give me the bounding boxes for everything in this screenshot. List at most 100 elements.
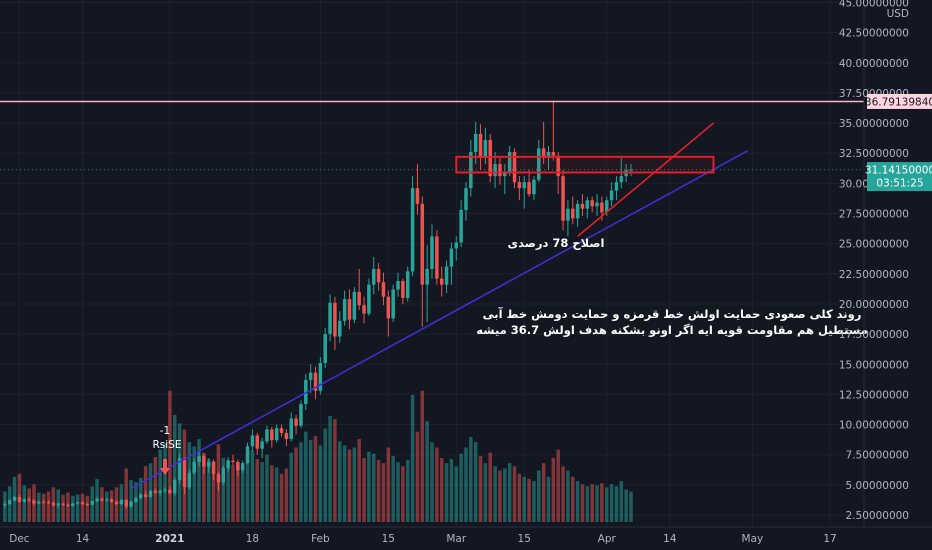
candle-body: [415, 188, 420, 204]
time-axis[interactable]: Dec 14 2021 18 Feb 15 Mar 15 Apr 14 May 17: [9, 533, 836, 545]
volume-bar: [541, 463, 546, 522]
volume-bar: [260, 462, 264, 522]
candle-body: [32, 500, 36, 504]
volume-bar: [308, 440, 313, 522]
candle-body: [590, 200, 594, 207]
volume-bar: [381, 463, 386, 522]
candle-body: [221, 467, 226, 483]
volume-bar: [80, 493, 85, 522]
candle-body: [12, 496, 17, 501]
volume-bar: [537, 470, 541, 522]
candle-body: [372, 268, 376, 285]
candle-body: [532, 179, 536, 195]
candle-body: [289, 418, 293, 440]
volume-bar: [532, 481, 536, 522]
volume-bar: [449, 459, 454, 522]
volume-bar: [391, 455, 395, 522]
time-tick-label: 15: [518, 533, 531, 545]
candle-body: [61, 503, 65, 505]
candle-body: [95, 498, 99, 502]
volume-bar: [46, 491, 51, 522]
volume-bar: [493, 466, 497, 522]
candle-body: [512, 151, 517, 183]
time-tick-label: Apr: [598, 533, 617, 545]
volume-bar: [221, 457, 226, 522]
candle-body: [381, 282, 386, 297]
volume-bar: [328, 415, 332, 522]
indicator-value: -1: [160, 425, 170, 437]
volume-bar: [566, 470, 570, 522]
candle-body: [168, 489, 172, 494]
candle-body: [148, 490, 153, 497]
candle-body: [202, 455, 206, 467]
volume-bar: [299, 442, 303, 522]
candle-body: [114, 501, 119, 505]
last-price-badge-bg: [867, 162, 932, 192]
volume-bar: [571, 476, 575, 522]
volume-bar: [517, 473, 522, 522]
candle-body: [449, 248, 454, 267]
candle-body: [172, 480, 177, 494]
candle-body: [619, 176, 624, 183]
volume-bar: [197, 439, 201, 522]
time-tick-label: Feb: [311, 533, 330, 545]
candle-body: [129, 501, 133, 507]
candle-body: [163, 489, 167, 491]
candle-body: [473, 133, 478, 152]
candle-body: [580, 203, 585, 209]
annotation-analysis-line2: مستطیل هم مقاومت قویه ایه اگر اونو بشکنه…: [476, 323, 867, 338]
candle-body: [231, 460, 235, 462]
candle-body: [90, 501, 94, 505]
volume-bar: [585, 486, 590, 522]
candle-body: [342, 299, 347, 321]
candle-body: [216, 473, 221, 483]
trendline-red-support: [577, 122, 715, 238]
volume-bar: [284, 468, 289, 522]
volume-bar: [338, 441, 342, 522]
volume-bar: [168, 390, 172, 522]
candle-body: [503, 172, 507, 177]
volume-bar: [61, 494, 65, 522]
candle-body: [469, 151, 473, 189]
candle-body: [595, 202, 599, 207]
candle-body: [56, 503, 60, 506]
candle-body: [405, 271, 410, 298]
candle-body: [245, 446, 250, 464]
candle-body: [561, 176, 565, 221]
candle-body: [629, 169, 633, 171]
candle-body: [338, 320, 342, 337]
volume-bar: [231, 465, 235, 522]
volume-bar: [236, 462, 240, 522]
candle-body: [430, 236, 434, 269]
volume-bar: [444, 463, 449, 522]
volume-bar: [478, 455, 483, 522]
volume-bar: [522, 476, 526, 522]
volume-bar: [105, 491, 109, 522]
candle-body: [493, 164, 497, 177]
candle-body: [313, 372, 318, 391]
price-tick-label: 20.00000000: [839, 299, 909, 311]
candle-body: [274, 428, 279, 441]
volume-bar: [435, 447, 439, 522]
volume-bar: [270, 465, 274, 522]
candle-body: [192, 461, 196, 473]
candle-body: [226, 460, 230, 468]
volume-bar: [158, 449, 162, 522]
candle-body: [250, 435, 255, 447]
price-tick-label: 17.50000000: [839, 329, 909, 341]
price-tick-label: 12.50000000: [839, 389, 909, 401]
price-tick-label: 32.50000000: [839, 148, 909, 160]
currency-label: USD: [887, 8, 909, 20]
candle-body: [425, 268, 429, 285]
candle-body: [85, 504, 90, 506]
volume-bar: [464, 447, 468, 522]
candle-body: [575, 203, 580, 219]
volume-bar: [192, 446, 196, 522]
time-tick-label: 2021: [155, 533, 184, 545]
price-axis[interactable]: 45.0000000042.5000000040.0000000037.5000…: [839, 0, 909, 522]
candle-body: [51, 502, 56, 506]
trendline-blue-support: [130, 150, 748, 490]
volume-bar: [71, 495, 75, 522]
candle-body: [522, 182, 526, 189]
time-tick-label: Mar: [446, 533, 466, 545]
